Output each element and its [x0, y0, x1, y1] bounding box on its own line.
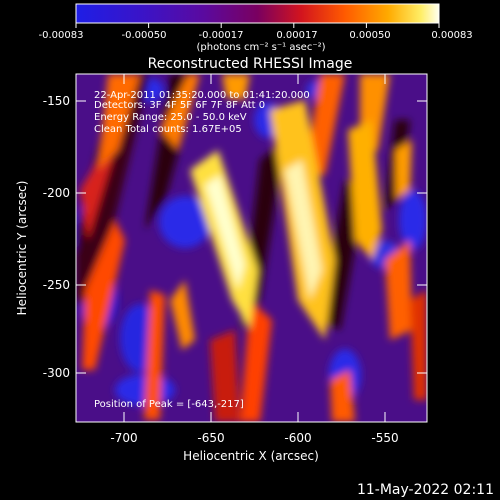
- y-tick-label: -300: [43, 366, 70, 380]
- x-tick-label: -650: [197, 431, 224, 445]
- colorbar-tick-label: 0.00050: [349, 30, 390, 41]
- colorbar-tick-label: -0.00017: [199, 30, 244, 41]
- colorbar: [75, 3, 440, 28]
- image-map: [76, 74, 427, 422]
- y-axis-label: Heliocentric Y (arcsec): [15, 181, 29, 316]
- peak-position-label: Position of Peak = [-643,-217]: [94, 399, 244, 410]
- info-line-detectors: Detectors: 3F 4F 5F 6F 7F 8F Att 0: [94, 100, 265, 111]
- colorbar-units-label: (photons cm⁻² s⁻¹ asec⁻²): [196, 42, 325, 53]
- info-line-time-range: 22-Apr-2011 01:35:20.000 to 01:41:20.000: [94, 90, 310, 101]
- colorbar-tick-label: 0.00017: [276, 30, 317, 41]
- x-tick-label: -550: [371, 431, 398, 445]
- x-tick-label: -600: [284, 431, 311, 445]
- plot-title: Reconstructed RHESSI Image: [148, 56, 353, 72]
- axis-ticks: [76, 74, 427, 422]
- x-axis-label: Heliocentric X (arcsec): [183, 449, 319, 463]
- y-tick-label: -250: [43, 278, 70, 292]
- plot-frame: [75, 73, 428, 423]
- x-tick-label: -700: [110, 431, 137, 445]
- info-line-clean-counts: Clean Total counts: 1.67E+05: [94, 124, 242, 135]
- y-tick-label: -200: [43, 186, 70, 200]
- colorbar-tick-label: 0.00083: [431, 30, 472, 41]
- info-line-energy-range: Energy Range: 25.0 - 50.0 keV: [94, 112, 247, 123]
- colorbar-tick-label: -0.00083: [39, 30, 84, 41]
- y-tick-label: -150: [43, 94, 70, 108]
- footer-timestamp: 11-May-2022 02:11: [357, 482, 494, 498]
- colorbar-tick-label: -0.00050: [122, 30, 167, 41]
